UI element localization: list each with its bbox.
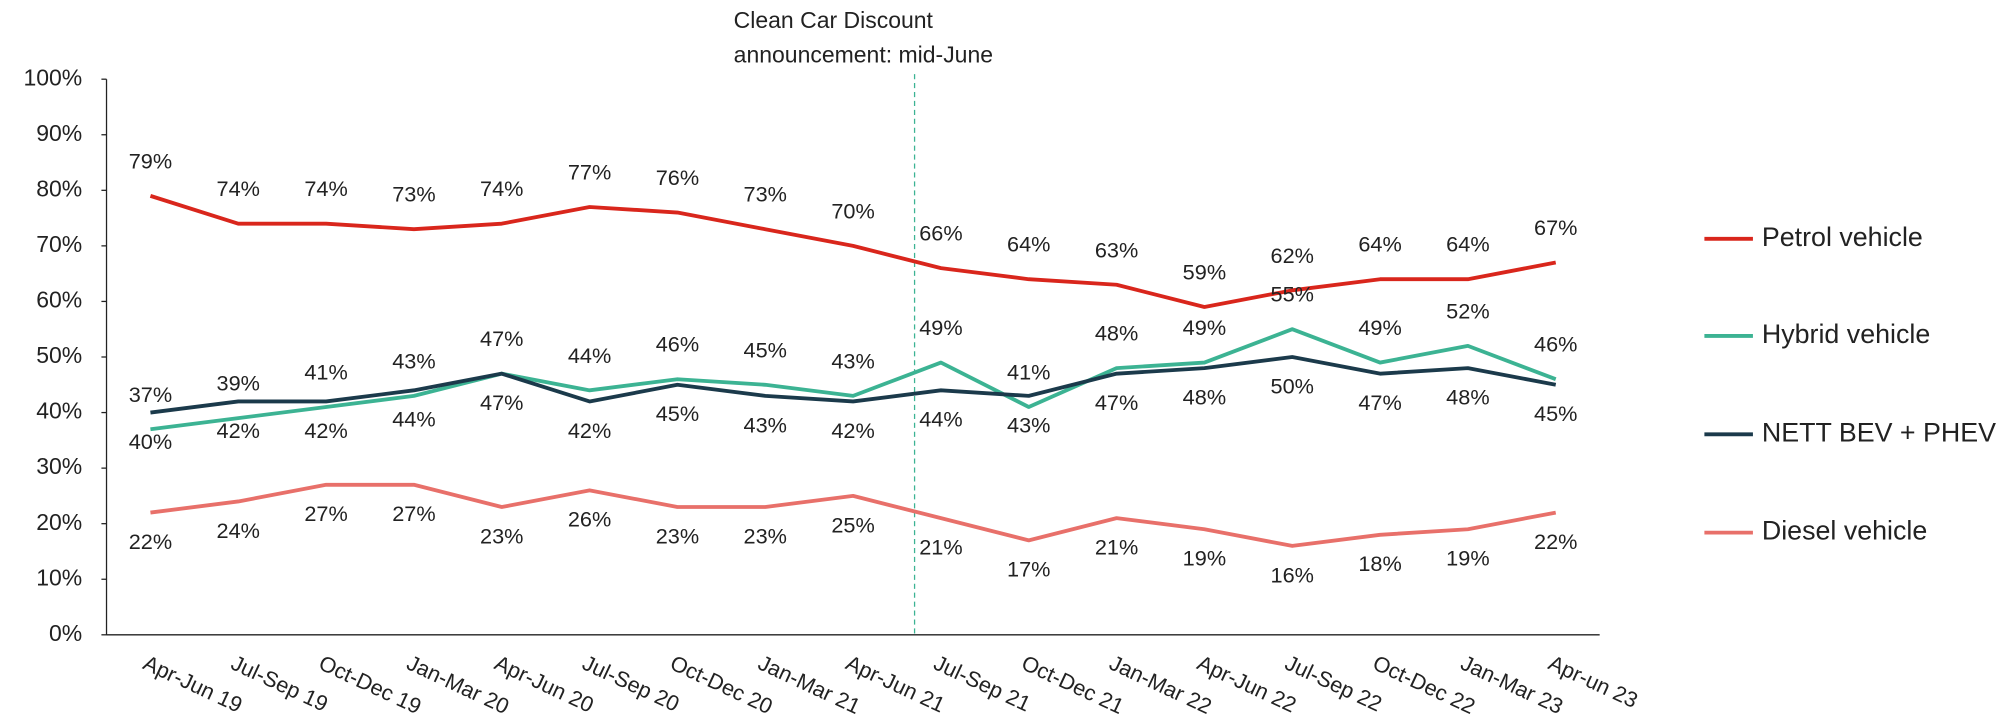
data-label: 64%	[1007, 232, 1050, 257]
data-label: 49%	[919, 315, 962, 340]
data-label: 45%	[656, 401, 699, 426]
data-label: 76%	[656, 165, 699, 190]
y-tick-label: 80%	[36, 175, 82, 201]
data-label: 47%	[1095, 390, 1138, 415]
y-tick-label: 0%	[49, 620, 82, 646]
data-label: 59%	[1183, 260, 1226, 285]
data-label: 43%	[831, 348, 874, 373]
annotation: announcement: mid-June	[734, 41, 993, 67]
data-label: 77%	[568, 160, 611, 185]
data-label: 40%	[129, 429, 172, 454]
data-label: 46%	[656, 332, 699, 357]
x-tick-label: Jul-Sep 19	[227, 650, 332, 714]
y-tick-label: 70%	[36, 231, 82, 257]
data-label: 19%	[1183, 546, 1226, 571]
data-label: 79%	[129, 148, 172, 173]
data-label: 67%	[1534, 215, 1577, 240]
series-line	[150, 327, 1557, 432]
data-label: 74%	[480, 176, 523, 201]
data-label: 42%	[217, 418, 260, 443]
data-label: 62%	[1271, 243, 1314, 268]
data-label: 21%	[919, 535, 962, 560]
data-label: 23%	[744, 523, 787, 548]
data-label: 43%	[744, 412, 787, 437]
annotation: Clean Car Discount	[734, 7, 934, 33]
y-tick-label: 20%	[36, 509, 82, 535]
data-label: 49%	[1183, 315, 1226, 340]
data-label: 39%	[217, 371, 260, 396]
series-line	[150, 482, 1557, 548]
data-label: 42%	[568, 418, 611, 443]
data-label: 44%	[919, 407, 962, 432]
x-tick-label: Jul-Sep 22	[1281, 650, 1386, 714]
data-label: 46%	[1534, 332, 1577, 357]
data-label: 47%	[1358, 390, 1401, 415]
y-tick-label: 50%	[36, 342, 82, 368]
data-label: 45%	[744, 337, 787, 362]
data-label: 42%	[304, 418, 347, 443]
data-label: 22%	[1534, 529, 1577, 554]
y-tick-label: 30%	[36, 453, 82, 479]
x-tick-label: Apr-Jun 19	[140, 650, 247, 714]
y-tick-label: 40%	[36, 398, 82, 424]
data-label: 47%	[480, 326, 523, 351]
data-label: 74%	[217, 176, 260, 201]
y-tick-label: 100%	[23, 64, 82, 90]
legend-label: Petrol vehicle	[1762, 222, 1923, 252]
data-label: 48%	[1095, 321, 1138, 346]
data-label: 43%	[392, 348, 435, 373]
data-label: 73%	[392, 182, 435, 207]
x-tick-label: Jul-Sep 21	[930, 650, 1035, 714]
data-label: 26%	[568, 507, 611, 532]
data-label: 42%	[831, 418, 874, 443]
data-label: 27%	[304, 501, 347, 526]
series-line	[149, 194, 1557, 309]
series-line	[150, 355, 1557, 415]
data-label: 50%	[1271, 373, 1314, 398]
data-label: 47%	[480, 390, 523, 415]
data-label: 45%	[1534, 401, 1577, 426]
data-label: 55%	[1271, 282, 1314, 307]
data-label: 16%	[1271, 562, 1314, 587]
data-label: 24%	[217, 518, 260, 543]
legend-label: Hybrid vehicle	[1762, 319, 1930, 349]
data-label: 70%	[831, 198, 874, 223]
data-label: 73%	[744, 182, 787, 207]
data-label: 63%	[1095, 237, 1138, 262]
data-label: 64%	[1358, 232, 1401, 257]
data-label: 48%	[1183, 385, 1226, 410]
data-label: 64%	[1446, 232, 1489, 257]
data-label: 41%	[304, 360, 347, 385]
data-label: 74%	[304, 176, 347, 201]
data-label: 44%	[568, 343, 611, 368]
legend-label: Diesel vehicle	[1762, 516, 1927, 546]
data-label: 22%	[129, 529, 172, 554]
data-label: 23%	[656, 523, 699, 548]
data-label: 49%	[1358, 315, 1401, 340]
data-label: 27%	[392, 501, 435, 526]
data-label: 18%	[1358, 551, 1401, 576]
data-label: 17%	[1007, 557, 1050, 582]
y-tick-label: 60%	[36, 287, 82, 313]
data-label: 44%	[392, 407, 435, 432]
data-label: 48%	[1446, 385, 1489, 410]
legend-label: NETT BEV + PHEV	[1762, 417, 1996, 447]
data-label: 19%	[1446, 546, 1489, 571]
data-label: 25%	[831, 512, 874, 537]
y-tick-label: 10%	[36, 564, 82, 590]
x-tick-label: Jul-Sep 20	[579, 650, 684, 714]
data-label: 37%	[129, 382, 172, 407]
data-label: 23%	[480, 523, 523, 548]
data-label: 66%	[919, 221, 962, 246]
data-label: 41%	[1007, 360, 1050, 385]
data-label: 52%	[1446, 298, 1489, 323]
y-tick-label: 90%	[36, 120, 82, 146]
data-label: 43%	[1007, 412, 1050, 437]
data-label: 21%	[1095, 535, 1138, 560]
